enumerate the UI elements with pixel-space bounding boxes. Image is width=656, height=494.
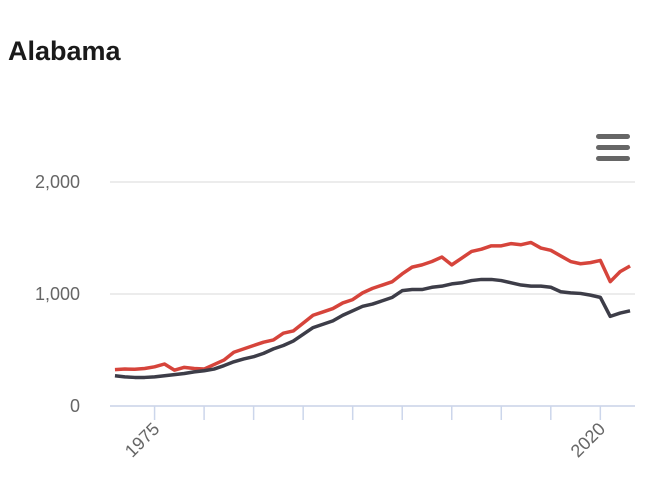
menu-bar [596,134,630,139]
x-tick-label: 2020 [567,419,609,461]
x-tick-label: 1975 [121,419,163,461]
menu-bar [596,156,630,161]
data-line [114,240,631,372]
menu-button[interactable] [596,134,630,161]
menu-bar [596,145,630,150]
chart-title: Alabama [8,36,122,66]
y-tick-label: 2,000 [35,172,80,192]
y-tick-label: 0 [70,396,80,416]
y-tick-label: 1,000 [35,284,80,304]
data-line [114,277,631,380]
